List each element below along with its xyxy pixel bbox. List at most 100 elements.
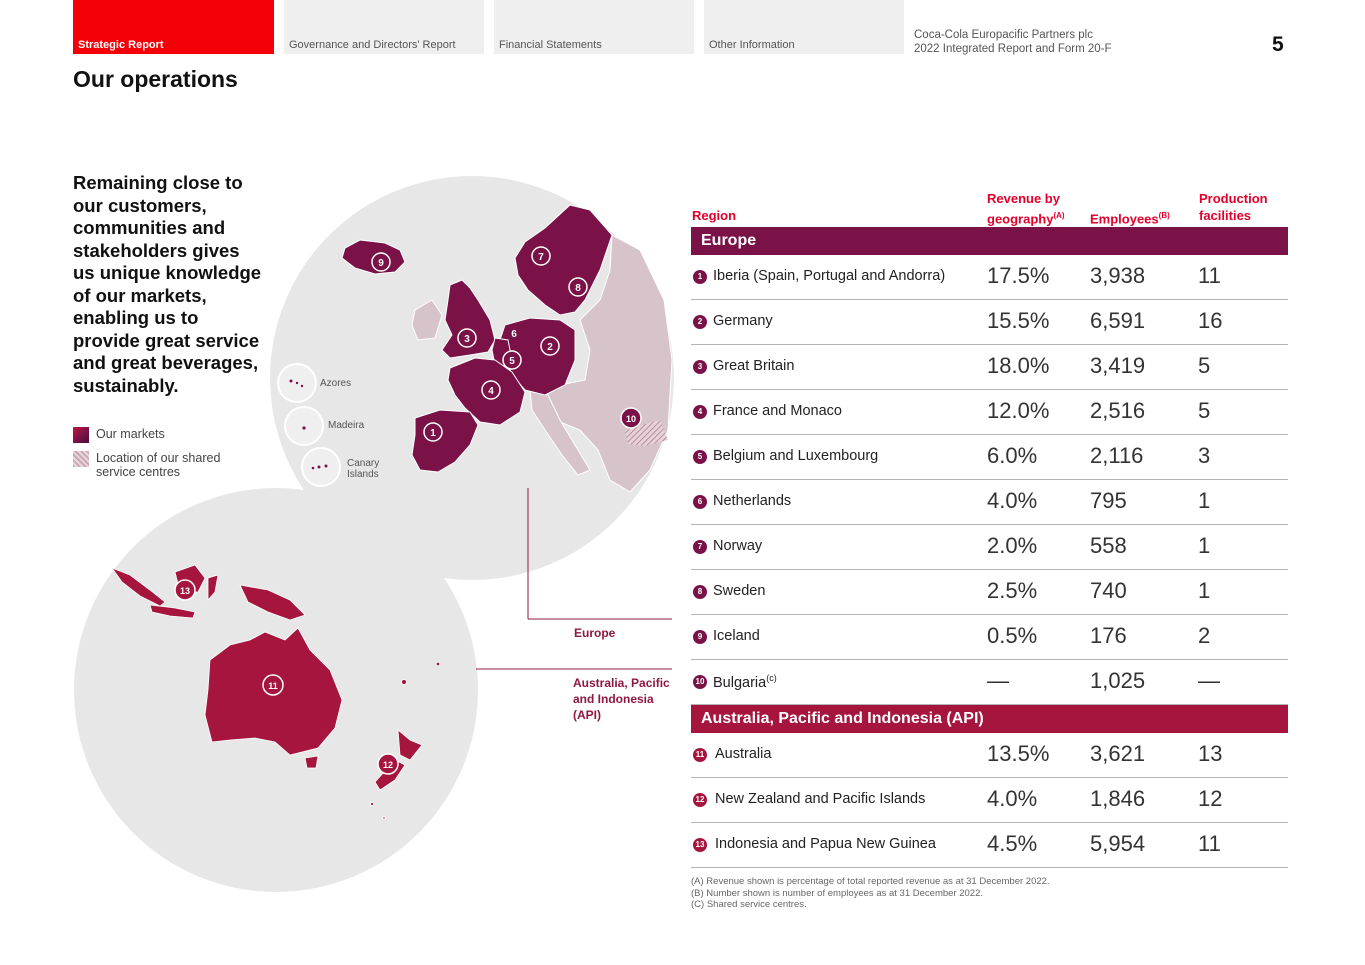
employees-value: 3,419	[1090, 353, 1146, 378]
map-marker-3: 3	[457, 328, 477, 348]
employees-value: 5,954	[1090, 831, 1146, 856]
production-value: —	[1198, 668, 1220, 693]
revenue-value: 0.5%	[987, 623, 1038, 648]
region-name: Bulgaria(c)	[713, 673, 777, 691]
revenue-value: 2.0%	[987, 533, 1038, 558]
employees-value: 1,846	[1090, 786, 1146, 811]
revenue-value: 4.5%	[987, 831, 1038, 856]
svg-text:4: 4	[488, 386, 494, 397]
production-value: 3	[1198, 443, 1211, 468]
canary-label-1: Canary	[347, 458, 379, 469]
azores-label: Azores	[320, 378, 351, 389]
employees-value: 2,516	[1090, 398, 1146, 423]
svg-text:12: 12	[383, 760, 393, 770]
map-marker-1: 1	[423, 422, 443, 442]
svg-text:10: 10	[626, 414, 636, 424]
production-value: 16	[1198, 308, 1223, 333]
row-number-badge: 7	[693, 540, 707, 554]
region-name: Norway	[713, 538, 763, 554]
tab-financial-statements[interactable]: Financial Statements	[494, 0, 694, 54]
employees-value: 3,621	[1090, 741, 1146, 766]
production-value: 11	[1198, 263, 1221, 288]
svg-text:8: 8	[575, 283, 581, 294]
svg-text:3: 3	[464, 334, 470, 345]
row-number-badge: 12	[693, 793, 707, 807]
region-name: Germany	[713, 313, 773, 329]
map-marker-6: 6	[511, 329, 517, 340]
region-name: France and Monaco	[713, 403, 842, 419]
table-row: 6 Netherlands 4.0% 795 1	[691, 480, 1288, 525]
employees-value: 795	[1090, 488, 1127, 513]
page-number: 5	[1272, 33, 1284, 56]
map-marker-5: 5	[502, 350, 522, 370]
table-row: 4 France and Monaco 12.0% 2,516 5	[691, 390, 1288, 435]
region-name: Netherlands	[713, 493, 792, 509]
tab-governance[interactable]: Governance and Directors' Report	[284, 0, 484, 54]
table-row: 9 Iceland 0.5% 176 2	[691, 615, 1288, 660]
table-row: 11 Australia 13.5% 3,621 13	[691, 733, 1288, 778]
island-insets	[277, 363, 341, 487]
tab-other-information[interactable]: Other Information	[704, 0, 904, 54]
region-name: Great Britain	[713, 358, 795, 374]
map-marker-11: 11	[262, 674, 284, 696]
header-revenue: Revenue by geography(A)	[987, 191, 1065, 227]
svg-text:5: 5	[509, 356, 515, 367]
canary-label-2: Islands	[347, 469, 379, 480]
java-shape	[149, 604, 196, 619]
table-row: 3 Great Britain 18.0% 3,419 5	[691, 345, 1288, 390]
region-name: Sweden	[713, 583, 766, 599]
intro-text: Remaining close to our customers, commun…	[73, 172, 262, 396]
table-row: 10 Bulgaria(c) — 1,025 —	[691, 660, 1288, 705]
tab-strategic-report[interactable]: Strategic Report	[73, 0, 274, 54]
revenue-value: 15.5%	[987, 308, 1050, 333]
shared-centres-swatch	[73, 451, 89, 467]
api-map-label: Australia, Pacific and Indonesia (API)	[573, 676, 670, 722]
revenue-value: 18.0%	[987, 353, 1050, 378]
production-value: 5	[1198, 398, 1211, 423]
map-marker-2: 2	[540, 336, 560, 356]
row-number-badge: 10	[693, 675, 707, 689]
map-marker-12: 12	[377, 753, 399, 775]
row-number-badge: 1	[693, 270, 707, 284]
europe-section-heading: Europe	[691, 227, 1288, 255]
revenue-value: 13.5%	[987, 741, 1050, 766]
europe-map-label: Europe	[574, 626, 616, 640]
map-marker-10: 10	[620, 407, 642, 429]
row-number-badge: 5	[693, 450, 707, 464]
svg-text:7: 7	[538, 252, 544, 263]
svg-text:1: 1	[430, 428, 436, 439]
map-marker-7: 7	[531, 246, 551, 266]
svg-text:9: 9	[378, 258, 384, 269]
markets-swatch	[73, 427, 89, 443]
header-production: Production facilities	[1199, 191, 1268, 223]
revenue-value: 6.0%	[987, 443, 1038, 468]
header-employees: Employees(B)	[1090, 211, 1170, 227]
employees-value: 176	[1090, 623, 1127, 648]
nz-north-shape	[397, 729, 423, 761]
svg-text:2: 2	[547, 342, 553, 353]
revenue-value: 2.5%	[987, 578, 1038, 603]
employees-value: 558	[1090, 533, 1127, 558]
svg-text:13: 13	[180, 586, 190, 596]
production-value: 11	[1198, 831, 1221, 856]
region-name: Iberia (Spain, Portugal and Andorra)	[713, 268, 946, 284]
papua-shape	[239, 584, 306, 621]
revenue-value: —	[987, 668, 1009, 693]
svg-text:6: 6	[511, 329, 517, 340]
madeira-label: Madeira	[328, 420, 365, 431]
map-markers: 9 7 8 3 6 5 2 4 1 10 13 11 12	[174, 246, 642, 775]
table-row: 1 Iberia (Spain, Portugal and Andorra) 17.…	[691, 255, 1288, 300]
footnotes: (A) Revenue shown is percentage of total…	[691, 876, 1050, 911]
table-row: 2 Germany 15.5% 6,591 16	[691, 300, 1288, 345]
production-value: 12	[1198, 786, 1223, 811]
production-value: 5	[1198, 353, 1211, 378]
revenue-value: 12.0%	[987, 398, 1050, 423]
table-row: 8 Sweden 2.5% 740 1	[691, 570, 1288, 615]
employees-value: 740	[1090, 578, 1127, 603]
row-number-badge: 9	[693, 630, 707, 644]
table-row: 5 Belgium and Luxembourg 6.0% 2,116 3	[691, 435, 1288, 480]
sumatra-shape	[110, 567, 166, 607]
region-name: Indonesia and Papua New Guinea	[715, 836, 936, 852]
production-value: 1	[1198, 533, 1211, 558]
great-britain-shape	[441, 279, 496, 359]
